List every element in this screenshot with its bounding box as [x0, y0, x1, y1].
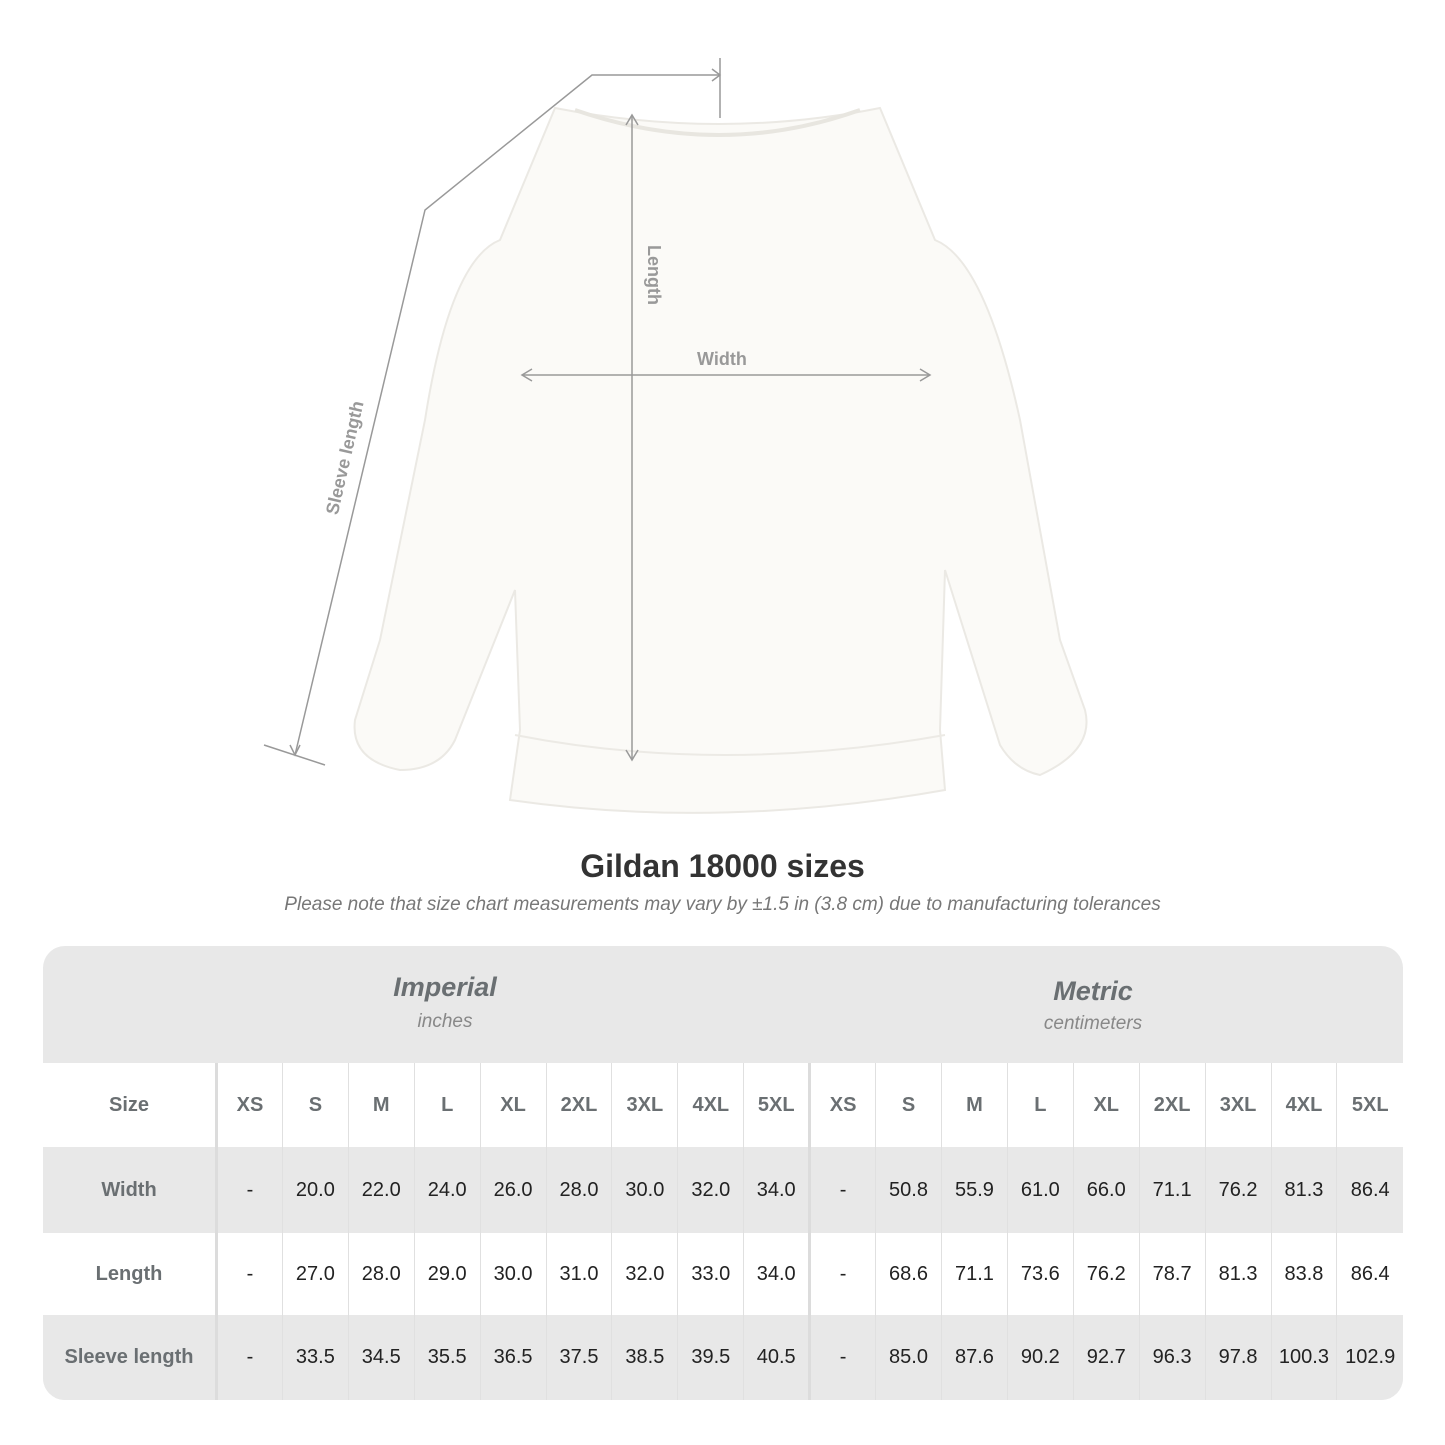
metric-value-cell: 66.0 [1072, 1147, 1140, 1233]
imperial-size-header: 3XL [611, 1063, 678, 1147]
metric-value-cell: 68.6 [875, 1233, 942, 1315]
metric-value-cell: 50.8 [875, 1147, 942, 1233]
sweatshirt-diagram [263, 58, 1088, 814]
metric-value-cell: 92.7 [1072, 1315, 1140, 1400]
imperial-value-cell: 36.5 [479, 1315, 547, 1400]
width-label: Width [697, 349, 747, 369]
metric-value-cell: 81.3 [1270, 1147, 1337, 1233]
imperial-size-header: S [281, 1063, 349, 1147]
metric-value-cell: 83.8 [1270, 1233, 1337, 1315]
row-label: Length [43, 1233, 218, 1315]
chart-title: Gildan 18000 sizes [580, 848, 865, 884]
imperial-value-cell: 33.0 [677, 1233, 744, 1315]
metric-size-header: L [1006, 1063, 1074, 1147]
imperial-value-cell: 22.0 [347, 1147, 415, 1233]
imperial-size-header: L [413, 1063, 481, 1147]
imperial-value-cell: 30.0 [479, 1233, 547, 1315]
metric-size-header: 3XL [1204, 1063, 1271, 1147]
metric-value-cell: 81.3 [1204, 1233, 1271, 1315]
metric-value-cell: - [808, 1233, 876, 1315]
metric-value-cell: 76.2 [1072, 1233, 1140, 1315]
metric-value-cell: 61.0 [1006, 1147, 1074, 1233]
imperial-size-header: 2XL [545, 1063, 612, 1147]
imperial-unit: inches [417, 1011, 473, 1032]
imperial-value-cell: 31.0 [545, 1233, 612, 1315]
metric-title: Metric [1053, 976, 1133, 1006]
metric-value-cell: 86.4 [1336, 1147, 1403, 1233]
metric-value-cell: 76.2 [1204, 1147, 1271, 1233]
metric-value-cell: 71.1 [940, 1233, 1008, 1315]
imperial-value-cell: 35.5 [413, 1315, 481, 1400]
metric-value-cell: 90.2 [1006, 1315, 1074, 1400]
imperial-value-cell: 34.0 [743, 1233, 810, 1315]
imperial-value-cell: 34.5 [347, 1315, 415, 1400]
metric-value-cell: 73.6 [1006, 1233, 1074, 1315]
imperial-header: Imperial inches [215, 946, 675, 1063]
imperial-size-header: 4XL [677, 1063, 744, 1147]
tolerance-note: Please note that size chart measurements… [284, 894, 1161, 915]
imperial-value-cell: 28.0 [347, 1233, 415, 1315]
imperial-value-cell: - [216, 1315, 283, 1400]
imperial-value-cell: 20.0 [281, 1147, 349, 1233]
imperial-title: Imperial [393, 972, 497, 1002]
imperial-value-cell: 29.0 [413, 1233, 481, 1315]
imperial-value-cell: 30.0 [611, 1147, 678, 1233]
row-label: Width [43, 1147, 218, 1233]
size-label: Size [43, 1063, 218, 1147]
imperial-value-cell: 32.0 [611, 1233, 678, 1315]
sleeve-line [294, 74, 720, 756]
metric-value-cell: 78.7 [1138, 1233, 1206, 1315]
metric-value-cell: 87.6 [940, 1315, 1008, 1400]
metric-size-header: S [875, 1063, 942, 1147]
metric-value-cell: 102.9 [1336, 1315, 1403, 1400]
imperial-size-header: XS [216, 1063, 283, 1147]
imperial-value-cell: 37.5 [545, 1315, 612, 1400]
metric-value-cell: 97.8 [1204, 1315, 1271, 1400]
metric-unit: centimeters [1043, 1013, 1143, 1034]
metric-size-header: M [940, 1063, 1008, 1147]
imperial-size-header: M [347, 1063, 415, 1147]
metric-size-header: XL [1072, 1063, 1140, 1147]
metric-value-cell: 85.0 [875, 1315, 942, 1400]
imperial-value-cell: 26.0 [479, 1147, 547, 1233]
imperial-value-cell: 38.5 [611, 1315, 678, 1400]
row-label: Sleeve length [43, 1315, 218, 1400]
table-row: Width -20.0 22.0 24.0 26.0 28.0 30.0 32.0 34.0-5… [43, 1147, 1403, 1233]
metric-value-cell: - [808, 1147, 876, 1233]
metric-value-cell: 71.1 [1138, 1147, 1206, 1233]
imperial-value-cell: 24.0 [413, 1147, 481, 1233]
imperial-value-cell: 33.5 [281, 1315, 349, 1400]
table-row: Sleeve length -33.5 34.5 35.5 36.5 37.5 38.5 39… [43, 1315, 1403, 1400]
imperial-value-cell: 32.0 [677, 1147, 744, 1233]
imperial-value-cell: - [216, 1147, 283, 1233]
table-row: Length -27.0 28.0 29.0 30.0 31.0 32.0 33.0 34.0-… [43, 1233, 1403, 1315]
metric-size-header: XS [808, 1063, 876, 1147]
metric-size-header: 5XL [1336, 1063, 1403, 1147]
metric-value-cell: 100.3 [1270, 1315, 1337, 1400]
metric-size-header: 4XL [1270, 1063, 1337, 1147]
metric-size-header: 2XL [1138, 1063, 1206, 1147]
imperial-value-cell: 34.0 [743, 1147, 810, 1233]
imperial-value-cell: 27.0 [281, 1233, 349, 1315]
imperial-value-cell: 39.5 [677, 1315, 744, 1400]
metric-value-cell: 55.9 [940, 1147, 1008, 1233]
size-header-row: Size XS S M L XL 2XL 3XL 4XL 5XL XS S M L XL 2XL 3XL 4XL 5… [43, 1063, 1403, 1147]
length-label: Length [644, 245, 664, 305]
metric-header: Metric centimeters [808, 946, 1378, 1063]
imperial-value-cell: 28.0 [545, 1147, 612, 1233]
sweatshirt-image [353, 106, 1088, 814]
metric-value-cell: 86.4 [1336, 1233, 1403, 1315]
imperial-size-header: XL [479, 1063, 547, 1147]
size-grid: Size XS S M L XL 2XL 3XL 4XL 5XL XS S M L XL 2XL 3XL 4XL 5… [43, 1063, 1403, 1400]
metric-value-cell: 96.3 [1138, 1315, 1206, 1400]
metric-value-cell: - [808, 1315, 876, 1400]
imperial-value-cell: - [216, 1233, 283, 1315]
size-table: Imperial inches Metric centimeters Size X… [43, 946, 1403, 1400]
imperial-value-cell: 40.5 [743, 1315, 810, 1400]
imperial-size-header: 5XL [743, 1063, 810, 1147]
